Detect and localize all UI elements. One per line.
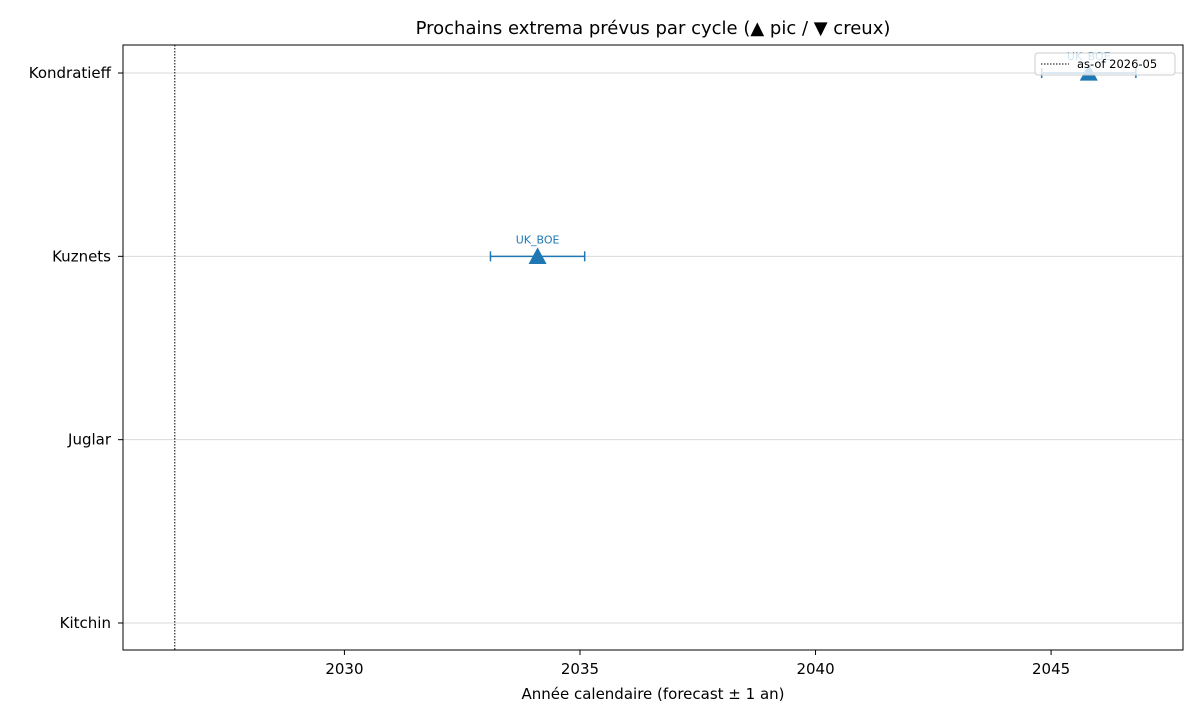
x-axis-label: Année calendaire (forecast ± 1 an) [521, 685, 784, 703]
peak-marker [528, 247, 547, 264]
legend-label: as-of 2026-05 [1077, 57, 1157, 71]
x-tick-label: 2030 [325, 660, 363, 678]
x-tick-label: 2035 [561, 660, 599, 678]
chart-title: Prochains extrema prévus par cycle (▲ pi… [416, 18, 891, 39]
x-tick-label: 2040 [796, 660, 834, 678]
point-label: UK_BOE [516, 233, 560, 246]
y-tick-label: Kuznets [52, 247, 111, 265]
x-tick-label: 2045 [1032, 660, 1070, 678]
legend: as-of 2026-05 [1034, 52, 1176, 76]
data-marks: UK_BOEUK_BOE [489, 50, 1137, 264]
y-tick-label: Kitchin [60, 614, 111, 632]
x-axis: 2030 2035 2040 2045 [325, 650, 1070, 678]
y-axis: Kitchin Juglar Kuznets Kondratieff [29, 64, 123, 632]
plot-frame [122, 44, 1184, 651]
legend-box [1034, 52, 1176, 76]
y-tick-label: Juglar [67, 431, 112, 449]
y-tick-label: Kondratieff [29, 64, 112, 82]
gridlines [123, 72, 1183, 624]
